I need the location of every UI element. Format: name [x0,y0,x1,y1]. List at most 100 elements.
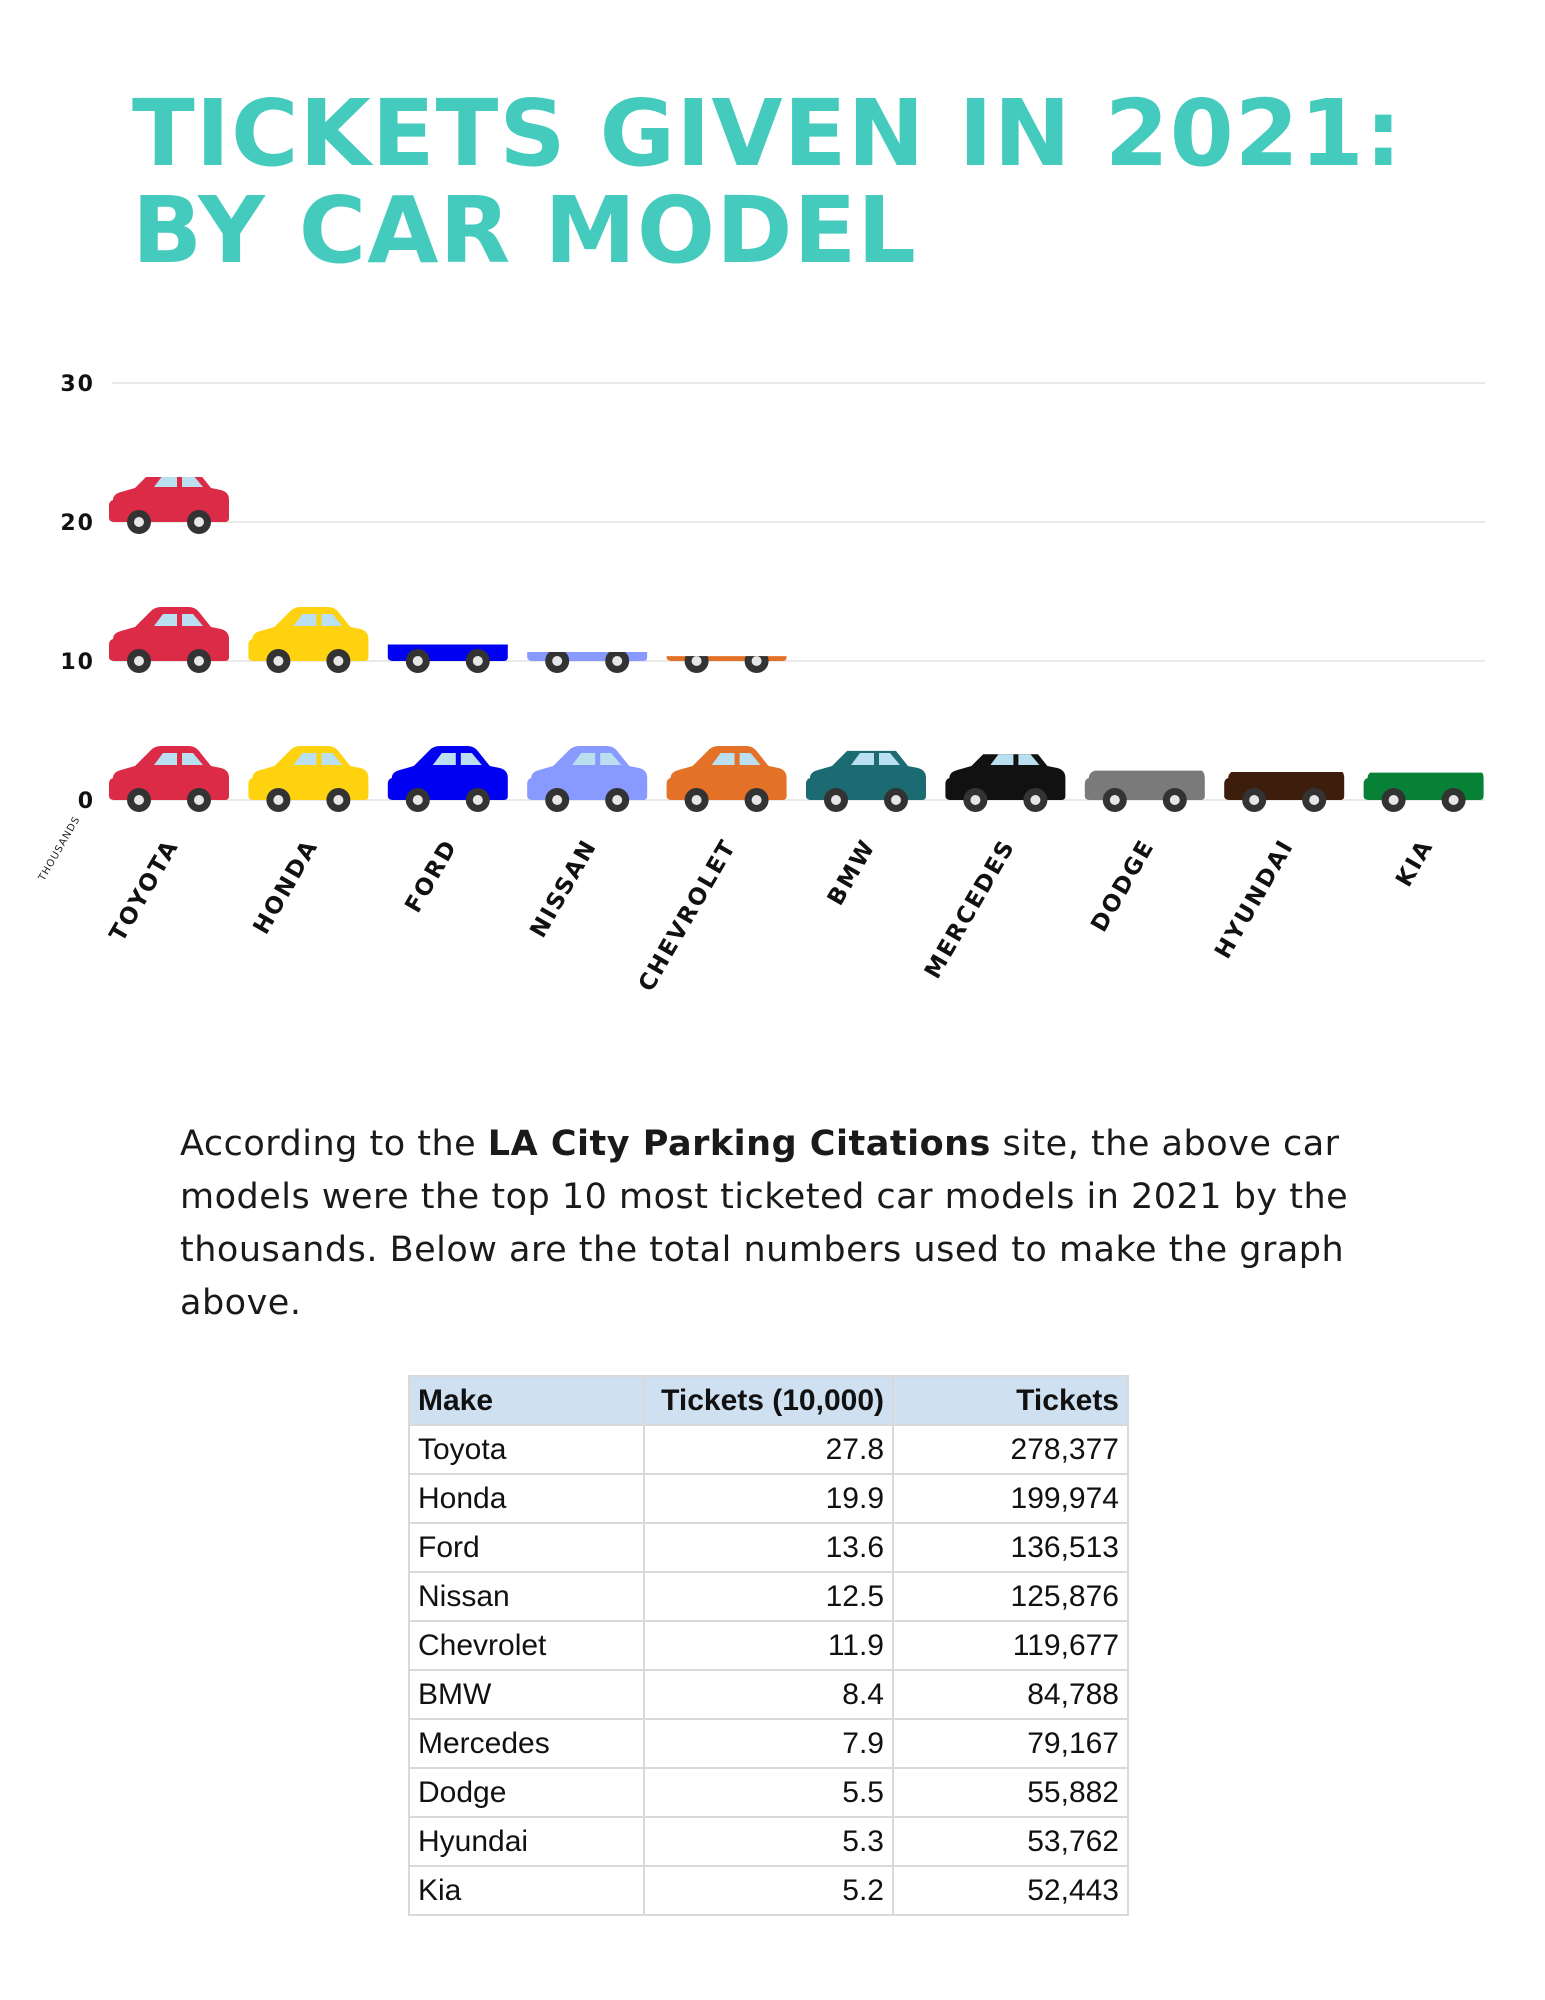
cell-tickets-10000: 7.9 [643,1718,894,1769]
car-window-front [712,614,735,626]
table-header-row: Make Tickets (10,000) Tickets [408,1375,1129,1426]
car-hub [751,795,762,805]
car-window-rear [1158,753,1179,765]
car-window-front [154,614,177,626]
car-hub [691,656,702,666]
bar-mercedes [945,754,1066,812]
car-window-rear [739,753,761,765]
car-hub [333,795,344,805]
car-window-rear [182,614,203,626]
car-window-front [1269,753,1292,765]
y-tick-label: 20 [60,511,95,536]
car-icon [248,746,369,812]
cell-make: Honda [408,1473,645,1524]
car-icon [945,754,1066,812]
page-title-line-1: TICKETS GIVEN IN 2021: [132,80,1403,187]
x-tick-label: BMW [823,835,881,910]
cell-make: Chevrolet [408,1620,645,1671]
cell-tickets-10000: 5.5 [643,1767,894,1818]
cell-tickets: 278,377 [892,1424,1129,1475]
car-body [1084,770,1205,800]
car-body [109,476,229,522]
table-row: Honda 19.9 199,974 [408,1473,1129,1524]
table-row: Mercedes 7.9 79,167 [408,1718,1129,1769]
cell-tickets-10000: 19.9 [643,1473,894,1524]
car-hub [134,656,144,666]
car-hub [612,656,623,666]
car-hub [134,517,144,527]
car-hub [472,795,483,805]
cell-tickets: 84,788 [892,1669,1129,1720]
car-window-front [572,753,596,765]
car-window-rear [740,614,761,626]
x-tick-label: TOYOTA [105,835,184,946]
cell-tickets-10000: 5.2 [643,1865,894,1916]
car-hub [831,795,841,805]
car-hub [1388,795,1399,805]
cell-tickets-10000: 12.5 [643,1571,894,1622]
x-tick-label: HYUNDAI [1210,835,1299,963]
car-window-front [1130,753,1153,765]
cell-make: Ford [408,1522,645,1573]
car-hub [194,517,204,527]
cell-make: Hyundai [408,1816,645,1867]
y-axis-ticks: 0 10 20 30 [60,372,95,814]
cell-make: Kia [408,1865,645,1916]
cell-tickets-10000: 13.6 [643,1522,894,1573]
cell-tickets: 79,167 [892,1718,1129,1769]
car-icon [806,750,926,812]
cell-tickets: 52,443 [892,1865,1129,1916]
cell-tickets: 136,513 [892,1522,1129,1573]
header-tickets-10000: Tickets (10,000) [643,1375,894,1426]
cell-tickets: 125,876 [892,1571,1129,1622]
car-body [387,746,508,800]
cell-tickets-10000: 27.8 [643,1424,894,1475]
x-axis-labels: TOYOTA HONDA FORD NISSAN CHEVROLET BMW MERCEDE… [105,835,1439,996]
paragraph-text-after: site, the above car models were the top … [180,1124,1349,1323]
bar-nissan [527,614,648,812]
car-window-front [154,476,177,487]
table-row: Toyota 27.8 278,377 [408,1424,1129,1475]
car-icon [527,746,648,812]
car-window-front [154,753,177,765]
cell-tickets-10000: 5.3 [643,1816,894,1867]
car-body [945,754,1066,800]
car-body [1224,771,1345,800]
grid-lines [112,382,1485,801]
car-hub [1249,795,1260,805]
car-pictograph-chart: 0 10 20 30 TOYOTA HONDA FORD NISSAN CHEVROLET BM… [36,372,1485,996]
car-icon [1363,772,1484,812]
car-body [109,746,229,800]
car-hub [751,656,762,666]
bar-ford [387,644,508,812]
bar-kia [1363,772,1484,812]
car-body [666,656,787,661]
bar-chevrolet [666,614,787,812]
car-icon [666,614,787,673]
car-icon [666,746,787,812]
table-row: Dodge 5.5 55,882 [408,1767,1129,1818]
cell-tickets: 53,762 [892,1816,1129,1867]
paragraph-source-name: LA City Parking Citations [487,1124,991,1164]
header-tickets: Tickets [892,1375,1129,1426]
car-window-rear [182,476,203,487]
car-hub [472,656,483,666]
car-window-front [572,614,595,626]
car-hub [1309,795,1320,805]
car-hub [194,795,204,805]
car-bars [109,476,1484,812]
cell-tickets: 55,882 [892,1767,1129,1818]
y-tick-label: 10 [60,650,95,675]
car-window-rear [182,753,203,765]
car-hub [412,656,423,666]
header-make: Make [408,1375,645,1426]
table-row: BMW 8.4 84,788 [408,1669,1129,1720]
car-hub [194,656,204,666]
car-hub [1109,795,1120,805]
car-hub [552,656,563,666]
car-window-rear [600,753,622,765]
bar-toyota [109,476,229,812]
car-icon [109,476,229,534]
car-icon [527,614,648,673]
y-tick-label: 0 [78,789,95,814]
